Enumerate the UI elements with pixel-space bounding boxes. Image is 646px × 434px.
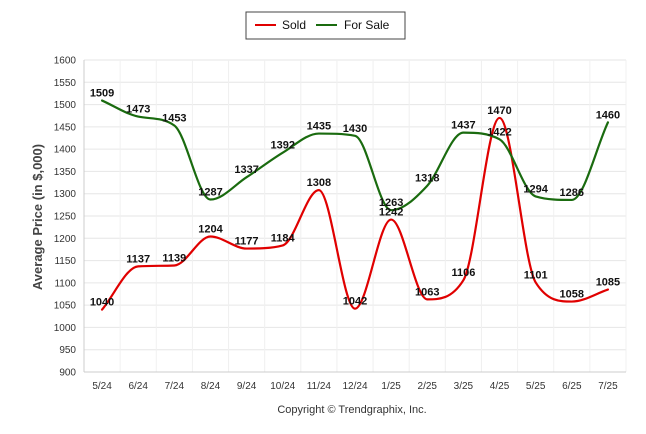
x-tick-label: 6/24 [128, 381, 148, 392]
y-tick-label: 1450 [54, 122, 77, 133]
x-tick-label: 6/25 [562, 381, 582, 392]
data-label-sold: 1040 [90, 297, 114, 309]
data-label-sold: 1242 [379, 207, 403, 219]
data-label-sold: 1106 [451, 267, 475, 279]
y-axis-label: Average Price (in $,000) [30, 144, 45, 290]
x-tick-label: 11/24 [307, 381, 332, 392]
data-label-for-sale: 1318 [415, 173, 439, 185]
x-tick-label: 1/25 [381, 381, 401, 392]
y-tick-label: 900 [59, 368, 76, 379]
data-label-for-sale: 1263 [379, 197, 403, 209]
data-label-sold: 1101 [524, 269, 548, 281]
y-tick-label: 1100 [54, 278, 76, 289]
data-label-for-sale: 1422 [487, 126, 511, 138]
data-label-sold: 1058 [560, 289, 584, 301]
data-label-sold: 1139 [162, 252, 186, 264]
data-label-sold: 1470 [487, 105, 511, 117]
x-tick-label: 12/24 [342, 381, 367, 392]
data-label-sold: 1204 [198, 224, 223, 236]
data-label-sold: 1308 [307, 177, 331, 189]
series-line-for-sale [100, 99, 610, 212]
series-line-sold [100, 116, 610, 311]
legend: Sold For Sale [245, 11, 406, 40]
y-tick-label: 1600 [54, 56, 77, 67]
data-label-for-sale: 1509 [90, 88, 114, 100]
x-tick-label: 3/25 [454, 381, 474, 392]
y-tick-label: 1200 [54, 234, 77, 245]
y-tick-label: 950 [59, 345, 76, 356]
x-tick-label: 5/25 [526, 381, 546, 392]
y-tick-label: 1400 [54, 145, 77, 156]
data-label-sold: 1063 [415, 286, 439, 298]
data-label-for-sale: 1460 [596, 109, 620, 121]
data-label-for-sale: 1453 [162, 113, 186, 125]
data-label-sold: 1137 [126, 253, 150, 265]
data-label-sold: 1085 [596, 277, 620, 289]
x-tick-label: 10/24 [270, 381, 295, 392]
y-axis-ticks: 900 950 1000 1050 1100 1150 1200 1250 1300 1350 14… [54, 56, 77, 379]
data-label-for-sale: 1287 [198, 187, 222, 199]
y-tick-label: 1550 [54, 78, 77, 89]
y-tick-label: 1500 [54, 100, 77, 111]
x-tick-label: 7/25 [598, 381, 618, 392]
data-label-sold: 1042 [343, 296, 367, 308]
y-tick-label: 1150 [54, 256, 76, 267]
y-tick-label: 1000 [54, 323, 77, 334]
data-label-sold: 1184 [271, 232, 296, 244]
data-label-for-sale: 1435 [307, 121, 331, 133]
data-label-sold: 1177 [235, 236, 259, 248]
grid [83, 59, 627, 373]
data-label-for-sale: 1473 [126, 104, 150, 116]
x-tick-label: 2/25 [418, 381, 438, 392]
data-label-for-sale: 1437 [451, 120, 475, 132]
data-label-for-sale: 1294 [523, 183, 548, 195]
y-tick-label: 1300 [54, 189, 77, 200]
series-lines [100, 99, 610, 311]
x-tick-label: 5/24 [92, 381, 112, 392]
data-label-for-sale: 1337 [234, 164, 258, 176]
data-labels: 1040 1137 1139 1204 1177 1184 1308 1042 1242 1063… [90, 88, 620, 309]
x-axis-ticks: 5/24 6/24 7/24 8/24 9/24 10/24 11/24 12/24 1/25 2… [92, 381, 618, 392]
y-tick-label: 1250 [54, 212, 77, 223]
copyright-footer: Copyright © Trendgraphix, Inc. [277, 404, 426, 416]
x-tick-label: 8/24 [201, 381, 221, 392]
x-tick-label: 7/24 [165, 381, 185, 392]
legend-label-for-sale: For Sale [344, 18, 390, 32]
data-label-for-sale: 1286 [560, 187, 584, 199]
data-label-for-sale: 1392 [270, 140, 294, 152]
x-tick-label: 4/25 [490, 381, 510, 392]
data-label-for-sale: 1430 [343, 123, 367, 135]
x-tick-label: 9/24 [237, 381, 257, 392]
y-tick-label: 1350 [54, 167, 77, 178]
legend-label-sold: Sold [282, 18, 306, 32]
y-tick-label: 1050 [54, 301, 77, 312]
